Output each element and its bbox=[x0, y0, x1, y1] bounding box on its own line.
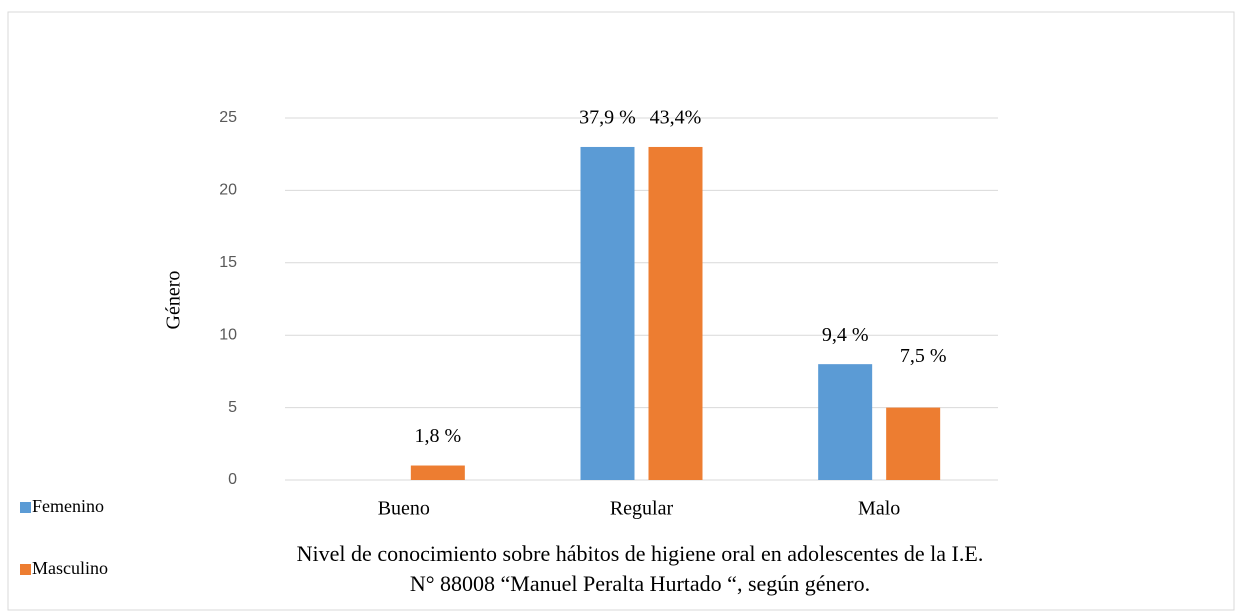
legend-label: Masculino bbox=[32, 558, 108, 578]
y-tick-label: 5 bbox=[228, 399, 237, 416]
legend-label: Femenino bbox=[32, 496, 104, 516]
bar bbox=[580, 146, 635, 480]
legend-swatch bbox=[20, 502, 31, 513]
data-label: 43,4% bbox=[650, 107, 702, 129]
data-label: 9,4 % bbox=[822, 324, 869, 346]
data-label: 7,5 % bbox=[900, 345, 947, 367]
data-label: 1,8 % bbox=[414, 425, 461, 447]
x-tick-label: Malo bbox=[858, 498, 900, 520]
y-tick-label: 0 bbox=[228, 471, 237, 488]
chart-title: Nivel de conocimiento sobre hábitos de h… bbox=[297, 541, 984, 566]
bar bbox=[818, 364, 873, 480]
y-tick-label: 15 bbox=[219, 254, 237, 271]
y-tick-label: 10 bbox=[219, 326, 237, 343]
x-tick-label: Bueno bbox=[378, 498, 430, 520]
bar bbox=[410, 465, 465, 480]
legend-swatch bbox=[20, 564, 31, 575]
y-tick-label: 20 bbox=[219, 182, 237, 199]
data-label: 37,9 % bbox=[579, 107, 636, 129]
bar bbox=[648, 146, 703, 480]
y-tick-label: 25 bbox=[219, 109, 237, 126]
bar bbox=[886, 407, 941, 480]
x-tick-label: Regular bbox=[610, 498, 674, 520]
chart-title: N° 88008 “Manuel Peralta Hurtado “, segú… bbox=[410, 571, 870, 596]
y-axis-label: Género bbox=[163, 271, 185, 330]
